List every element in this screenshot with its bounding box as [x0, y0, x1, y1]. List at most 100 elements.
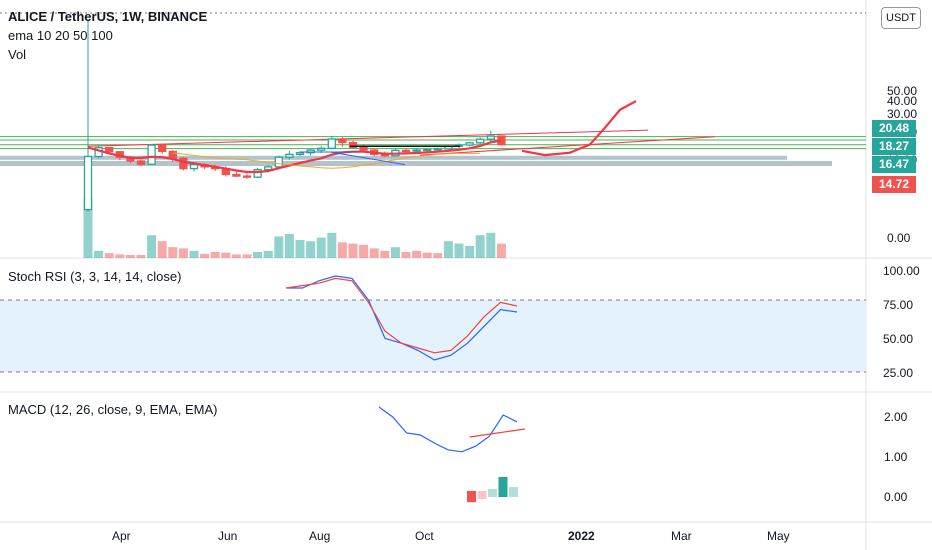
- trend-line: [87, 129, 649, 147]
- indicator-label: ema 10 20 50 100: [8, 28, 113, 43]
- currency-button[interactable]: USDT: [881, 7, 921, 29]
- candle-body: [253, 168, 262, 178]
- stoch-rsi-title: Stoch RSI (3, 3, 14, 14, close): [8, 269, 182, 284]
- candle-body: [147, 144, 156, 165]
- volume-label: Vol: [8, 47, 27, 62]
- volume-bar: [359, 244, 369, 258]
- volume-bar: [157, 241, 167, 258]
- volume-bar: [401, 252, 411, 258]
- time-axis-tick: Aug: [309, 529, 330, 543]
- volume-bar: [496, 243, 506, 258]
- candle-body: [465, 142, 474, 146]
- volume-bar: [136, 255, 146, 258]
- candle-body: [338, 138, 347, 144]
- macd-line: [378, 406, 518, 453]
- candle-body: [274, 156, 283, 168]
- volume-bar: [369, 248, 379, 258]
- volume-bar: [221, 252, 231, 258]
- time-axis-tick: 2022: [568, 529, 595, 543]
- time-axis-tick: Mar: [671, 529, 692, 543]
- candle-body: [168, 150, 177, 159]
- candle-body: [295, 152, 305, 156]
- support-zone-bar: [0, 160, 832, 166]
- rsi-axis-tick: 100.00: [883, 264, 920, 278]
- macd-histogram-bar: [467, 491, 476, 503]
- rsi-axis-tick: 50.00: [883, 332, 913, 346]
- projection-curve: [521, 100, 637, 157]
- candle-body: [327, 138, 336, 149]
- volume-bar: [94, 250, 104, 258]
- drawing-line: [329, 151, 406, 166]
- macd-histogram-bar: [509, 487, 518, 497]
- volume-bar: [380, 250, 390, 258]
- volume-bar: [475, 235, 485, 258]
- volume-bar: [327, 232, 337, 258]
- ema-20-line: [172, 152, 481, 169]
- macd-histogram-bar: [477, 491, 487, 499]
- price-badge-3: 16.47: [872, 156, 916, 173]
- volume-bar: [210, 252, 220, 258]
- candle-body: [242, 175, 252, 178]
- macd-axis-tick: 2.00: [884, 410, 908, 424]
- signal-line: [469, 428, 526, 438]
- price-axis-tick: 30.00: [887, 107, 917, 121]
- symbol-title: ALICE / TetherUS, 1W, BINANCE: [8, 9, 208, 24]
- macd-histogram-bar: [498, 477, 508, 497]
- volume-bar: [104, 253, 114, 258]
- volume-bar: [412, 250, 422, 258]
- volume-bar: [125, 255, 135, 258]
- volume-bar: [337, 242, 347, 258]
- candle-body: [348, 141, 358, 149]
- rsi-band: [0, 300, 866, 372]
- candle-body: [264, 166, 273, 171]
- candle-body: [423, 148, 432, 152]
- candle-body: [83, 155, 93, 211]
- price-badge-4: 14.72: [872, 176, 916, 193]
- time-axis-tick: May: [767, 529, 790, 543]
- candle-body: [105, 147, 114, 153]
- time-axis-tick: Jun: [218, 529, 237, 543]
- price-axis-tick: 0.00: [887, 231, 911, 245]
- time-axis-tick: Apr: [112, 529, 131, 543]
- candle-body: [232, 173, 241, 177]
- volume-bar: [83, 198, 93, 258]
- candle-body: [401, 149, 411, 153]
- price-axis-tick: 50.00: [887, 84, 917, 98]
- volume-bar: [422, 252, 432, 258]
- volume-bar: [486, 232, 496, 258]
- candle-body: [412, 149, 421, 152]
- volume-bar: [178, 248, 188, 258]
- volume-bar: [253, 252, 263, 258]
- volume-bar: [200, 253, 210, 258]
- volume-bar: [263, 250, 273, 258]
- price-badge-1: 20.48: [872, 120, 916, 137]
- volume-bar: [115, 254, 125, 258]
- trend-line: [419, 136, 716, 156]
- volume-bar: [274, 236, 284, 258]
- volume-bar: [231, 254, 241, 258]
- time-axis-tick: Oct: [415, 529, 434, 543]
- candle-body: [476, 138, 485, 144]
- candle-body: [359, 146, 368, 151]
- macd-title: MACD (12, 26, close, 9, EMA, EMA): [8, 402, 218, 417]
- volume-bar: [390, 247, 400, 258]
- candle-body: [306, 149, 315, 154]
- rsi-axis-tick: 25.00: [883, 366, 913, 380]
- volume-bar: [316, 237, 326, 258]
- price-badge-2: 18.27: [872, 138, 916, 155]
- stoch-d-line: [285, 277, 518, 354]
- candle-body: [317, 147, 326, 151]
- candle-body: [285, 153, 294, 158]
- volume-bar: [242, 254, 252, 258]
- rsi-axis-tick: 75.00: [883, 298, 913, 312]
- volume-bar: [443, 241, 453, 258]
- support-zone-bar: [0, 155, 787, 160]
- macd-axis-tick: 1.00: [884, 450, 908, 464]
- macd-histogram-bar: [488, 489, 497, 497]
- price-axis-tick: 40.00: [887, 94, 917, 108]
- volume-bar: [454, 243, 464, 258]
- volume-bar: [284, 234, 294, 258]
- candle-body: [179, 157, 188, 170]
- volume-bar: [189, 250, 199, 258]
